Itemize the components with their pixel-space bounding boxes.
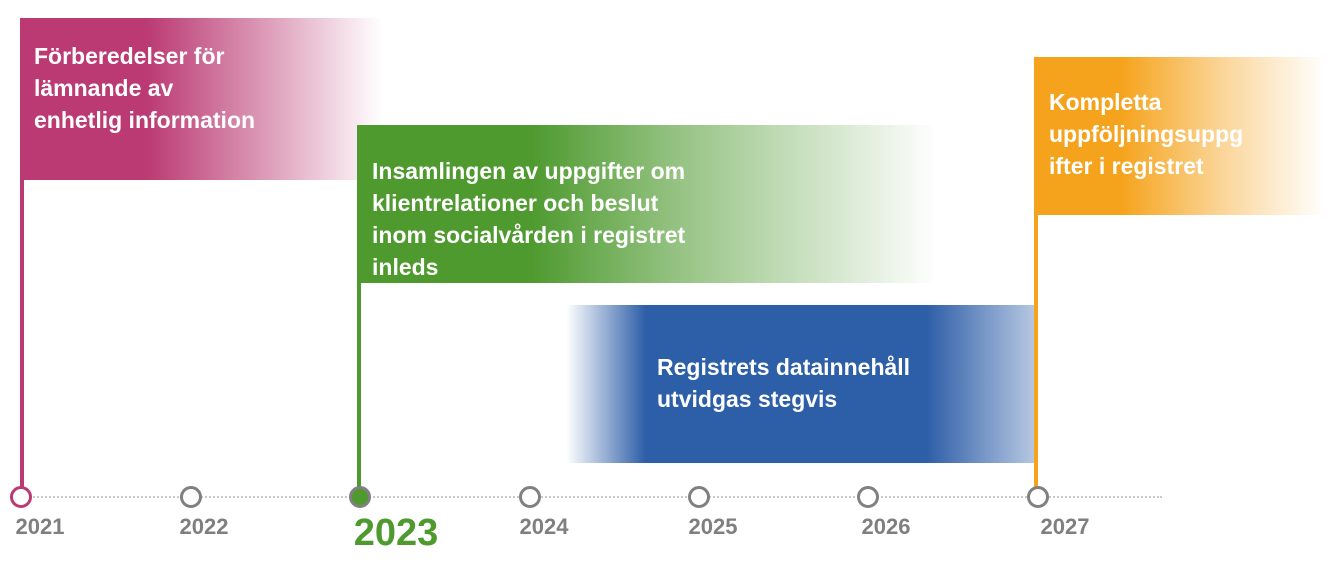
milestone-complete-data: Kompletta uppföljningsuppg ifter i regis… — [1034, 57, 1324, 215]
year-label-2022: 2022 — [179, 514, 229, 539]
milestone-text: uppföljningsuppg — [1049, 121, 1244, 147]
milestone-text: Förberedelser för — [34, 43, 225, 69]
flag-pole-2027 — [1034, 57, 1038, 489]
year-marker-2026 — [857, 486, 879, 508]
year-marker-2022 — [180, 486, 202, 508]
milestone-text: inom socialvården i registret — [372, 222, 686, 248]
milestone-preparations: Förberedelser för lämnande av enhetlig i… — [20, 18, 382, 180]
year-label-2021: 2021 — [15, 514, 65, 539]
timeline-axis — [22, 496, 1162, 498]
milestone-text: Insamlingen av uppgifter om — [372, 158, 686, 184]
year-label-2024: 2024 — [519, 514, 569, 539]
year-marker-2025 — [688, 486, 710, 508]
flag-pole-2021 — [20, 18, 24, 488]
milestone-text: Kompletta — [1049, 89, 1162, 115]
milestone-text: Registrets datainnehåll — [657, 354, 911, 380]
milestone-collection-starts: Insamlingen av uppgifter om klientrelati… — [357, 125, 937, 283]
milestone-text: ifter i registret — [1049, 153, 1204, 179]
milestone-text: klientrelationer och beslut — [372, 190, 659, 216]
year-marker-2021 — [10, 486, 32, 508]
milestone-content-expands: Registrets datainnehåll utvidgas stegvis — [566, 305, 1034, 463]
milestone-text: inleds — [372, 254, 439, 280]
year-label-2025: 2025 — [688, 514, 738, 539]
milestone-text: utvidgas stegvis — [657, 386, 838, 412]
year-marker-2023 — [349, 486, 371, 508]
year-label-2023: 2023 — [353, 512, 439, 554]
year-label-2026: 2026 — [861, 514, 911, 539]
flag-pole-2023 — [357, 125, 361, 490]
year-marker-2027 — [1027, 486, 1049, 508]
milestone-text: enhetlig information — [34, 107, 256, 133]
milestone-text: lämnande av — [34, 75, 174, 101]
year-label-2027: 2027 — [1040, 514, 1090, 539]
year-marker-2024 — [519, 486, 541, 508]
